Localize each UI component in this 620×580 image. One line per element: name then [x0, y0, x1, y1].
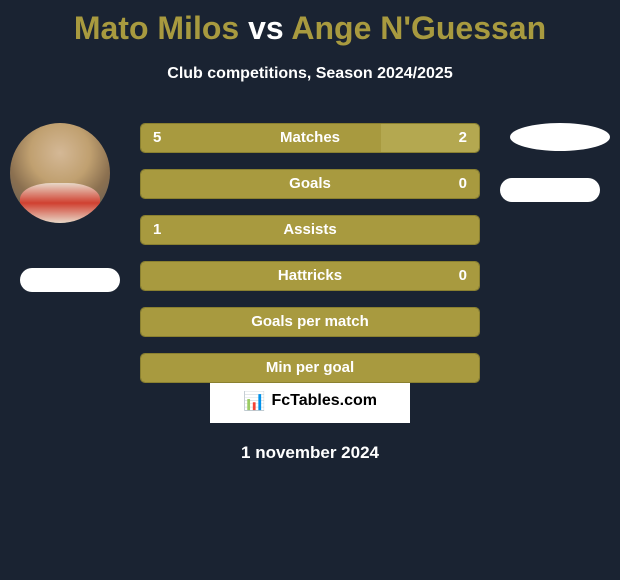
stat-bar-row: Goals per match [140, 307, 480, 337]
stat-bar-row: Hattricks0 [140, 261, 480, 291]
date-label: 1 november 2024 [0, 443, 620, 463]
player2-avatar [510, 123, 610, 151]
stat-bar-row: Assists1 [140, 215, 480, 245]
stat-bars: Matches52Goals0Assists1Hattricks0Goals p… [140, 123, 480, 399]
bar-label: Goals [141, 170, 479, 198]
stat-bar-row: Matches5 2 [140, 123, 480, 153]
bar-label: Assists [141, 216, 479, 244]
stat-bar-row: Goals0 [140, 169, 480, 199]
title-player2: Ange N'Guessan [291, 10, 546, 46]
bar-value-right: 0 [459, 170, 467, 198]
bar-label: Hattricks [141, 262, 479, 290]
player2-name-pill [500, 178, 600, 202]
bar-label: Goals per match [141, 308, 479, 336]
bar-value-left: 1 [153, 216, 161, 244]
page-title: Mato Milos vs Ange N'Guessan [0, 0, 620, 47]
bar-label: Min per goal [141, 354, 479, 382]
bar-value-left: 5 [153, 124, 161, 152]
bar-value-right: 0 [459, 262, 467, 290]
stat-bar-row: Min per goal [140, 353, 480, 383]
bar-value-right: 2 [459, 124, 467, 152]
bar-label: Matches [141, 124, 479, 152]
title-vs: vs [248, 10, 284, 46]
player1-name-pill [20, 268, 120, 292]
title-player1: Mato Milos [74, 10, 239, 46]
subtitle: Club competitions, Season 2024/2025 [0, 65, 620, 83]
player1-avatar [10, 123, 110, 223]
